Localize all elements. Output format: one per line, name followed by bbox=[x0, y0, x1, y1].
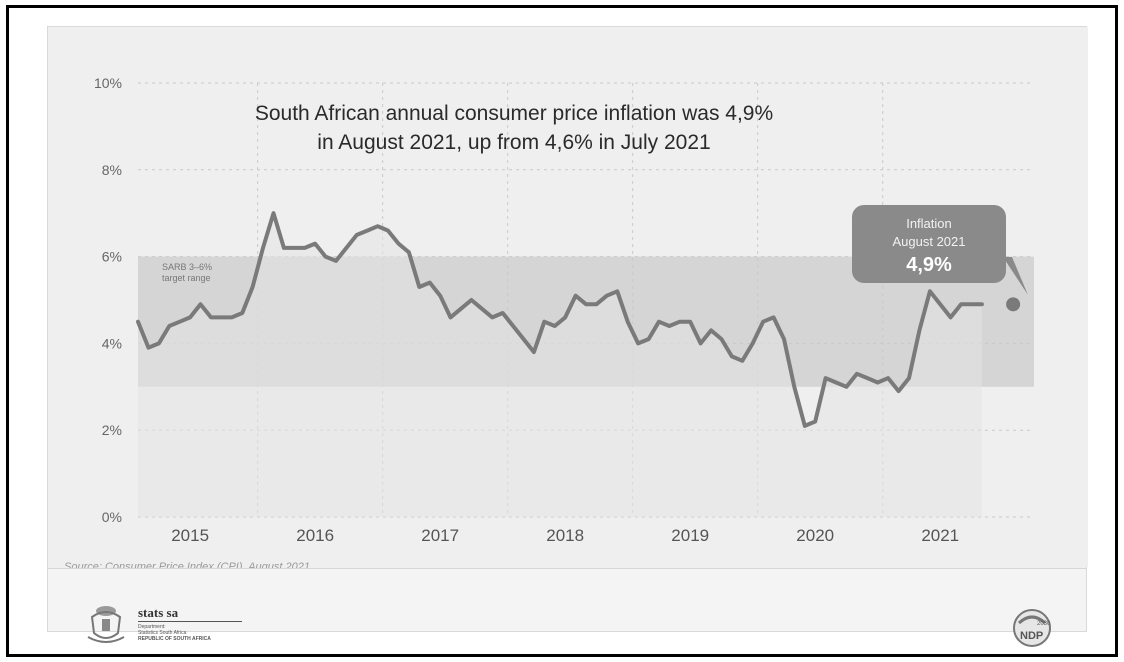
target-band-label-line-2: target range bbox=[162, 273, 211, 283]
callout-line-2: August 2021 bbox=[892, 234, 965, 249]
inflation-line bbox=[136, 211, 984, 428]
ndp-year: 2030 bbox=[1037, 621, 1051, 627]
callout-box bbox=[852, 205, 1006, 283]
brand-department-name: Statistics South Africa bbox=[138, 630, 187, 636]
footer-bar bbox=[48, 568, 1086, 631]
callout-pointer bbox=[1003, 257, 1028, 295]
brand-department-label: Department: bbox=[138, 624, 166, 630]
outer-frame: 0% 2% 4% 6% 8% 10% 2015 2016 2017 2018 2019 2020 20… bbox=[6, 5, 1118, 657]
callout-line-1: Inflation bbox=[906, 216, 952, 231]
year-label: 2020 bbox=[796, 526, 834, 545]
ndp-label: NDP bbox=[1020, 630, 1044, 642]
infographic-card: 0% 2% 4% 6% 8% 10% 2015 2016 2017 2018 2019 2020 20… bbox=[47, 26, 1088, 647]
brand-title: stats sa bbox=[138, 605, 179, 620]
y-tick-labels: 0% 2% 4% 6% 8% 10% bbox=[94, 75, 122, 525]
y-tick-label: 0% bbox=[102, 509, 122, 525]
highlight-point bbox=[1006, 297, 1021, 312]
target-band-label-line-1: SARB 3–6% bbox=[162, 262, 212, 272]
ndp-logo-icon: 2030 bbox=[1013, 609, 1051, 647]
year-label: 2015 bbox=[171, 526, 209, 545]
callout: Inflation August 2021 4,9% bbox=[852, 205, 1028, 295]
year-label: 2021 bbox=[921, 526, 959, 545]
year-label: 2018 bbox=[546, 526, 584, 545]
year-label: 2019 bbox=[671, 526, 709, 545]
brand-country: REPUBLIC OF SOUTH AFRICA bbox=[138, 636, 211, 642]
year-label: 2017 bbox=[421, 526, 459, 545]
y-tick-label: 6% bbox=[102, 249, 122, 265]
y-tick-label: 10% bbox=[94, 75, 122, 91]
brand-divider bbox=[138, 621, 242, 622]
coat-of-arms-icon bbox=[87, 606, 125, 643]
year-labels: 2015 2016 2017 2018 2019 2020 2021 bbox=[171, 526, 959, 545]
callout-value: 4,9% bbox=[906, 254, 952, 276]
year-label: 2016 bbox=[296, 526, 334, 545]
inflation-chart: 0%2%4%6%8%10% 2015 2016 2017 2018 2019 2020 20… bbox=[48, 27, 1088, 567]
y-tick-label: 2% bbox=[102, 422, 122, 438]
chart-title-line-1: South African annual consumer price infl… bbox=[255, 102, 773, 125]
y-tick-label: 4% bbox=[102, 335, 122, 351]
inflation-area bbox=[138, 213, 982, 517]
y-tick-label: 8% bbox=[102, 162, 122, 178]
chart-title-line-2: in August 2021, up from 4,6% in July 202… bbox=[317, 131, 710, 154]
